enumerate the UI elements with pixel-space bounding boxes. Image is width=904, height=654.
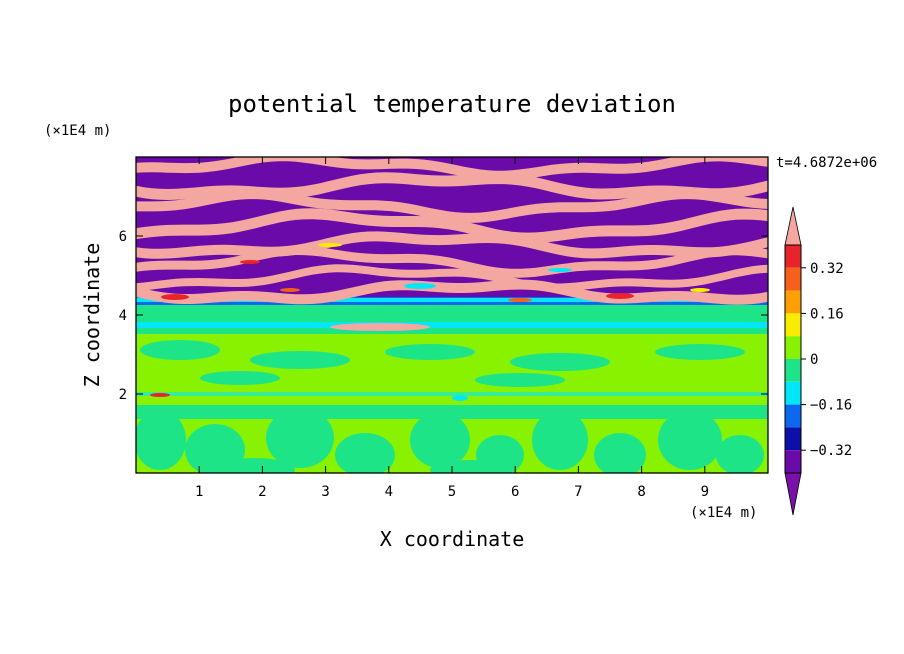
x-tick-label: 8 <box>637 484 645 500</box>
colorbar-tick-label: 0.16 <box>810 306 844 322</box>
x-tick-label: 7 <box>574 484 582 500</box>
colorbar-segment <box>785 404 801 428</box>
field-stripe <box>136 264 768 292</box>
field-blob <box>655 344 745 360</box>
y-tick-label: 4 <box>119 308 127 324</box>
field-blob <box>658 410 722 470</box>
heatmap-field <box>136 157 768 473</box>
field-filament <box>452 395 468 401</box>
field-filament <box>508 298 532 302</box>
colorbar-segment <box>785 290 801 314</box>
field-band <box>136 298 768 302</box>
field-filament <box>280 288 300 292</box>
colorbar-tick-label: 0 <box>810 352 818 368</box>
field-filament <box>240 260 260 264</box>
x-tick-label: 3 <box>321 484 329 500</box>
y-axis: 2 4 6 <box>119 229 768 403</box>
field-blob <box>200 371 280 385</box>
colorbar-segment <box>785 381 801 405</box>
x-tick-label: 6 <box>511 484 519 500</box>
colorbar-tick-label: −0.32 <box>810 443 852 459</box>
colorbar-under-arrow <box>784 472 802 516</box>
colorbar-segment <box>785 267 801 291</box>
x-axis-label: X coordinate <box>380 527 525 551</box>
field-stripe <box>136 279 768 305</box>
field-blob <box>385 344 475 360</box>
field-filament <box>548 268 572 272</box>
field-filament <box>606 293 634 299</box>
field-blob <box>410 412 470 468</box>
field-filament <box>161 294 189 300</box>
x-tick-label: 4 <box>385 484 393 500</box>
chart-title: potential temperature deviation <box>228 90 676 118</box>
field-stripe <box>136 172 768 200</box>
field-blob <box>716 435 764 473</box>
field-blob <box>140 340 220 360</box>
field-blob <box>430 460 510 473</box>
field-filament <box>150 393 170 397</box>
field-filament <box>318 243 342 247</box>
field-stripe <box>136 208 768 244</box>
z-unit-label: (×1E4 m) <box>44 123 111 139</box>
colorbar-segment <box>785 245 801 268</box>
field-band <box>136 392 768 396</box>
colorbar-segment <box>785 359 801 382</box>
colorbar-segment <box>785 336 801 359</box>
x-tick-label: 2 <box>258 484 266 500</box>
field-blob <box>215 458 295 473</box>
time-label: t=4.6872e+06 <box>776 155 877 171</box>
field-blob <box>510 353 610 371</box>
y-axis-label: Z coordinate <box>80 243 104 388</box>
x-unit-label: (×1E4 m) <box>690 505 757 521</box>
x-axis: 1 2 3 4 5 6 7 8 9 <box>195 157 709 500</box>
field-blob <box>250 351 350 369</box>
field-band <box>136 322 768 328</box>
field-blob <box>594 433 646 473</box>
y-tick-label: 2 <box>119 387 127 403</box>
field-band <box>136 405 768 419</box>
colorbar-segment <box>785 427 801 451</box>
colorbar-tick-label: −0.16 <box>810 398 852 414</box>
field-blob <box>475 373 565 387</box>
colorbar-over-arrow <box>784 206 802 246</box>
field-stripe <box>136 231 768 259</box>
field-stripe <box>136 157 768 181</box>
x-tick-label: 1 <box>195 484 203 500</box>
field-blob <box>335 433 395 473</box>
x-tick-label: 9 <box>701 484 709 500</box>
colorbar-segment <box>785 313 801 337</box>
y-tick-label: 6 <box>119 229 127 245</box>
colorbar: 0.32 0.16 0 −0.16 −0.32 <box>784 206 852 516</box>
field-filament <box>330 323 430 331</box>
field-blob <box>532 410 588 470</box>
colorbar-tick-label: 0.32 <box>810 261 844 277</box>
colorbar-segment <box>785 450 801 473</box>
field-band <box>136 304 768 334</box>
field-blob <box>136 410 186 470</box>
field-blob <box>266 408 334 468</box>
x-tick-label: 5 <box>448 484 456 500</box>
field-filament <box>404 283 436 289</box>
field-filament <box>690 288 710 292</box>
